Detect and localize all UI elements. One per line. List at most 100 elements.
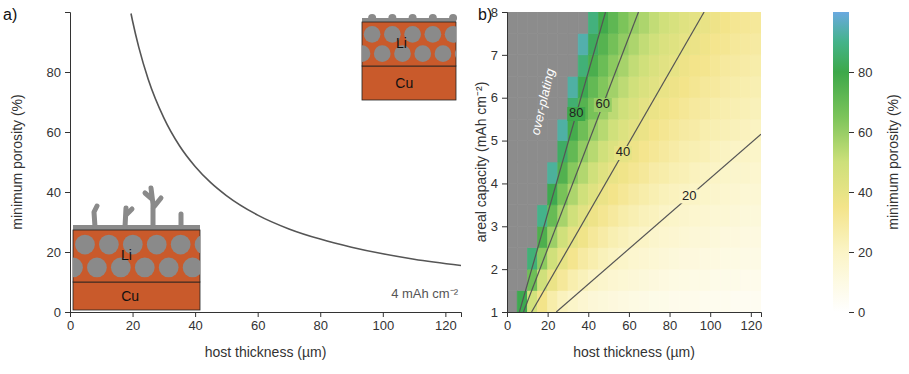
heatmap-cell	[619, 183, 629, 204]
heatmap-cell	[659, 162, 669, 183]
heatmap-cell	[619, 162, 629, 183]
tick-label: 3	[491, 219, 498, 234]
lithium-bump	[368, 14, 376, 22]
tick: 6	[491, 90, 507, 105]
heatmap-cell	[700, 141, 710, 162]
figure: LiCuLiCu4 mAh cm⁻²0204060801001200204060…	[0, 0, 909, 374]
heatmap-cell	[680, 291, 690, 312]
colorbar: 020406080minimum porosity (%)	[833, 12, 901, 320]
heatmap-cell	[731, 55, 741, 76]
heatmap-cell	[639, 226, 649, 247]
heatmap-cell	[507, 183, 517, 204]
pore	[73, 258, 83, 278]
heatmap-cell	[517, 119, 527, 140]
pore	[147, 235, 167, 255]
heatmap-cell	[720, 12, 730, 33]
tick-mark	[670, 312, 671, 317]
heatmap-cell	[670, 248, 680, 269]
heatmap-cell	[659, 119, 669, 140]
substrate	[73, 282, 200, 310]
contour-label: 40	[616, 144, 630, 159]
heatmap-cell	[639, 269, 649, 290]
heatmap-cell	[710, 76, 720, 97]
heatmap-cell	[639, 183, 649, 204]
heatmap-cell	[659, 248, 669, 269]
heatmap-cell	[517, 141, 527, 162]
heatmap-cell	[670, 291, 680, 312]
annotation: over-plating	[528, 66, 558, 136]
heatmap-cell	[731, 269, 741, 290]
heatmap-cell	[507, 269, 517, 290]
contour-label: 80	[569, 105, 583, 120]
heatmap-cell	[619, 76, 629, 97]
heatmap-cell	[517, 162, 527, 183]
tick-label: 100	[700, 318, 722, 333]
tick-mark	[629, 312, 630, 317]
heatmap-cell	[670, 183, 680, 204]
tick: 40	[47, 185, 70, 200]
panel-label: b)	[478, 6, 492, 23]
heatmap-cell	[649, 55, 659, 76]
pore	[183, 258, 200, 278]
heatmap-cell	[710, 33, 720, 54]
heatmap-cell	[710, 291, 720, 312]
heatmap-cell	[588, 183, 598, 204]
heatmap-cell	[527, 55, 537, 76]
tick-label: 60	[47, 125, 61, 140]
heatmap-cell	[548, 33, 558, 54]
tick-label: 20	[541, 318, 555, 333]
heatmap-cell	[741, 269, 751, 290]
heatmap-cell	[507, 33, 517, 54]
heatmap-cell	[578, 183, 588, 204]
heatmap-cell	[690, 248, 700, 269]
heatmap-cell	[527, 291, 537, 312]
heatmap-cell	[649, 162, 659, 183]
axis-line	[65, 13, 71, 313]
tick: 80	[314, 312, 328, 333]
heatmap-cell	[700, 55, 710, 76]
heatmap-cell	[517, 248, 527, 269]
heatmap-cell	[731, 183, 741, 204]
heatmap-cell	[649, 183, 659, 204]
heatmap-cell	[629, 98, 639, 119]
heatmap-cell	[558, 55, 568, 76]
inset-label: Cu	[395, 75, 413, 91]
heatmap-cell	[609, 33, 619, 54]
heatmap-cell	[751, 291, 761, 312]
axis-line	[850, 13, 855, 313]
heatmap-cell	[527, 12, 537, 33]
heatmap-cell	[751, 55, 761, 76]
heatmap-cell	[619, 205, 629, 226]
heatmap-cell	[741, 12, 751, 33]
contour-label: 20	[682, 188, 696, 203]
tick: 60	[47, 125, 70, 140]
heatmap-cell	[751, 269, 761, 290]
colorbar-gradient	[833, 12, 849, 312]
tick-mark	[502, 269, 507, 270]
heatmap-cell	[690, 33, 700, 54]
tick-label: 5	[491, 133, 498, 148]
heatmap-cell	[578, 248, 588, 269]
heatmap-cell	[609, 291, 619, 312]
heatmap-cell	[670, 98, 680, 119]
heatmap-cell	[517, 76, 527, 97]
heatmap-cell	[659, 269, 669, 290]
tick-mark	[849, 132, 854, 133]
pore	[87, 258, 107, 278]
heatmap-cell	[578, 33, 588, 54]
heatmap-cell	[598, 119, 608, 140]
heatmap-cell	[578, 269, 588, 290]
heatmap-cell	[558, 269, 568, 290]
heatmap-cell	[639, 141, 649, 162]
axis-line	[502, 13, 508, 313]
pore	[171, 235, 191, 255]
heatmap-cell	[690, 76, 700, 97]
heatmap-cell	[700, 76, 710, 97]
tick-label: 6	[491, 90, 498, 105]
tick-label: 120	[435, 318, 457, 333]
heatmap-cell	[720, 141, 730, 162]
heatmap-cell	[537, 162, 547, 183]
heatmap-cell	[690, 119, 700, 140]
tick-mark	[65, 252, 70, 253]
tick-label: 40	[47, 185, 61, 200]
